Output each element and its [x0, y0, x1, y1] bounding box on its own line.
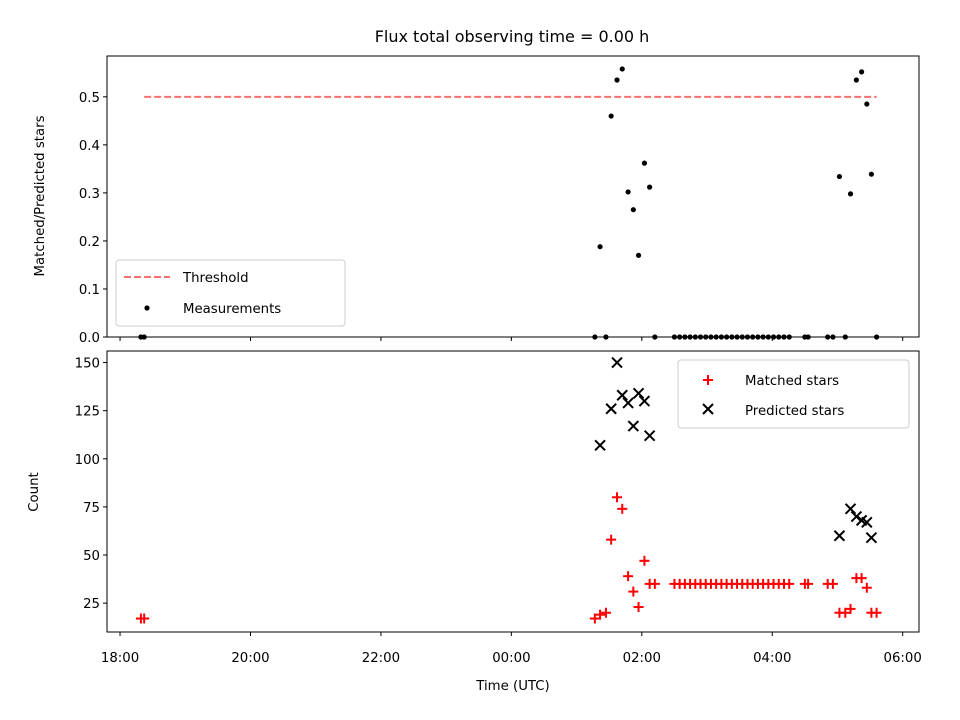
- predicted-stars-point: [643, 429, 656, 442]
- count-y-axis: 25 50 75 100 125 150: [75, 357, 107, 612]
- y-tick-label: 0.1: [79, 283, 100, 298]
- x-tick-label: 06:00: [884, 651, 922, 666]
- matched-stars-point: [612, 492, 623, 503]
- matched-stars-point: [856, 573, 867, 584]
- measurement-point: [836, 173, 843, 180]
- legend-matched-swatch: [703, 375, 713, 385]
- matched-stars-point: [595, 609, 606, 620]
- legend-matched-label: Matched stars: [745, 374, 839, 389]
- predicted-stars-point: [594, 439, 606, 452]
- y-tick-label: 0.4: [79, 139, 100, 154]
- matched-stars-point: [871, 607, 882, 618]
- count-legend: Matched stars Predicted stars: [677, 359, 910, 429]
- legend-threshold-label: Threshold: [182, 271, 249, 286]
- y-tick-label: 0.0: [79, 331, 100, 346]
- measurement-point: [859, 69, 865, 75]
- measurement-point: [625, 189, 631, 195]
- ratio-panel: 0.0 0.1 0.2 0.3 0.4 0.5 Matched/Predicted sta…: [33, 55, 920, 346]
- predicted-stars-point: [622, 397, 634, 409]
- legend-box: [115, 259, 346, 327]
- legend-measurement-label: Measurements: [183, 302, 281, 317]
- matched-stars-point: [589, 613, 600, 624]
- matched-stars-point: [628, 586, 639, 597]
- matched-stars-point: [606, 534, 617, 545]
- y-tick-label: 75: [83, 501, 100, 516]
- y-tick-label: 25: [83, 597, 100, 612]
- y-tick-label: 0.2: [79, 235, 100, 250]
- y-tick-label: 125: [75, 405, 100, 420]
- matched-stars-point: [623, 571, 634, 582]
- measurement-point: [847, 191, 854, 197]
- x-axis-label: Time (UTC): [475, 679, 550, 694]
- predicted-stars-point: [605, 403, 617, 415]
- x-tick-label: 00:00: [492, 651, 530, 666]
- predicted-stars-point: [865, 531, 878, 544]
- measurement-point: [635, 252, 642, 258]
- y-tick-label: 0.5: [79, 91, 100, 106]
- x-tick-label: 22:00: [362, 651, 400, 666]
- count-axes-frame: [106, 350, 920, 633]
- measurement-point: [630, 207, 636, 213]
- measurement-point: [864, 101, 870, 107]
- predicted-stars-point: [627, 420, 640, 432]
- measurement-point: [641, 160, 648, 166]
- count-plot-area: [135, 356, 882, 624]
- matched-stars-point: [861, 582, 872, 593]
- legend-box: [677, 359, 910, 429]
- ratio-y-axis: 0.0 0.1 0.2 0.3 0.4 0.5: [79, 91, 107, 346]
- predicted-stars-point: [632, 387, 645, 400]
- legend-predicted-label: Predicted stars: [745, 404, 844, 419]
- measurement-point: [647, 184, 653, 190]
- matched-stars-point: [803, 578, 814, 589]
- ratio-axes-frame: [106, 55, 920, 338]
- measurement-point: [868, 171, 874, 177]
- y-tick-label: 100: [75, 453, 100, 468]
- matched-stars-point: [840, 607, 851, 618]
- predicted-stars-point: [861, 516, 873, 529]
- y-tick-label: 50: [83, 549, 100, 564]
- matched-stars-point: [639, 555, 650, 566]
- x-tick-label: 04:00: [753, 651, 791, 666]
- matched-stars-point: [617, 503, 628, 514]
- count-panel: 25 50 75 100 125 150 18:00 20:00 22:00 00:00 02:0…: [27, 350, 922, 694]
- predicted-stars-point: [833, 530, 846, 542]
- count-x-axis: 18:00 20:00 22:00 00:00 02:00 04:00 06:00: [101, 632, 922, 666]
- measurement-point: [608, 113, 614, 119]
- measurement-point: [619, 66, 625, 72]
- matched-stars-point: [845, 603, 856, 614]
- matched-stars-point: [139, 613, 150, 624]
- matched-stars-point: [784, 578, 795, 589]
- matched-stars-point: [633, 601, 644, 612]
- predicted-stars-point: [611, 356, 623, 369]
- ratio-x-axis: [119, 337, 904, 341]
- predicted-stars-point: [616, 389, 628, 401]
- y-tick-label: 0.3: [79, 187, 100, 202]
- measurement-point: [597, 244, 603, 250]
- matched-stars-point: [600, 607, 611, 618]
- legend-predicted-swatch: [702, 403, 714, 415]
- ratio-y-axis-label: Matched/Predicted stars: [33, 115, 48, 276]
- x-tick-label: 20:00: [231, 651, 269, 666]
- matched-stars-point: [649, 578, 660, 589]
- measurement-point: [614, 77, 620, 83]
- x-tick-label: 02:00: [623, 651, 661, 666]
- y-tick-label: 150: [75, 357, 100, 372]
- count-y-axis-label: Count: [27, 472, 42, 512]
- x-tick-label: 18:00: [101, 651, 139, 666]
- predicted-stars-point: [844, 503, 857, 515]
- chart-title: Flux total observing time = 0.00 h: [375, 27, 650, 46]
- matched-stars-point: [827, 578, 838, 589]
- predicted-stars-point: [638, 395, 651, 407]
- measurement-point: [853, 77, 859, 83]
- ratio-legend: Threshold Measurements: [115, 259, 346, 327]
- legend-measurement-swatch: [144, 305, 150, 311]
